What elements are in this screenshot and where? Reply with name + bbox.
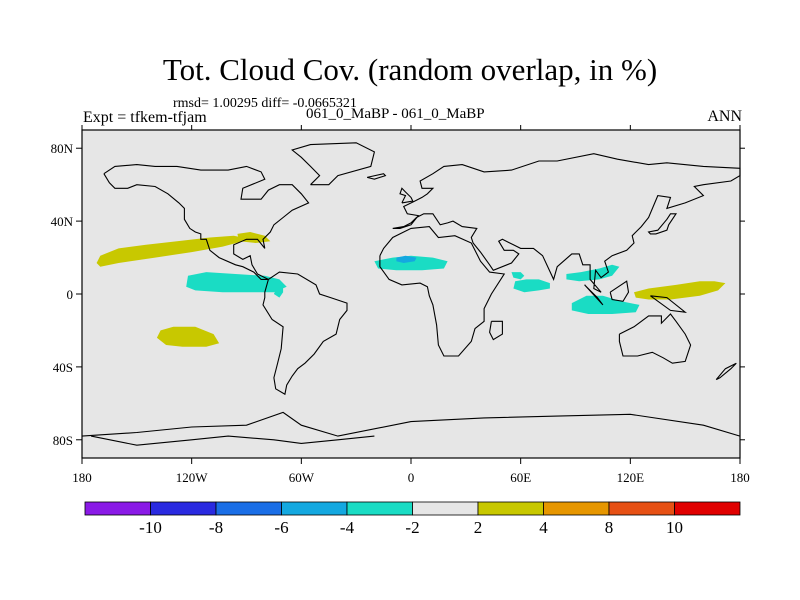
coastline-12: [650, 295, 688, 313]
coastline-9: [489, 320, 503, 341]
season-label: ANN: [707, 108, 742, 125]
coastline-14: [366, 173, 387, 180]
x-tick-label-6: 180: [730, 470, 750, 485]
anomaly-region-9: [513, 279, 550, 293]
colorbar-label-8: 10: [666, 518, 683, 537]
colorbar-swatch-8: [608, 501, 675, 516]
colorbar-label-2: -6: [274, 518, 288, 537]
y-tick-label-3: 40S: [53, 360, 73, 375]
anomaly-region-3: [634, 281, 726, 300]
coastline-5: [618, 313, 692, 364]
plot-area: [82, 130, 740, 458]
anomaly-regions: [96, 232, 726, 347]
plot-background: [82, 130, 740, 458]
colorbar-swatch-4: [346, 501, 413, 516]
coastline-11: [609, 280, 630, 302]
x-tick-label-1: 120W: [176, 470, 209, 485]
anomaly-region-0: [96, 235, 243, 267]
coastline-3: [392, 153, 741, 293]
coastlines: [81, 142, 741, 446]
coastline-10: [584, 284, 604, 306]
coastline-1: [262, 271, 348, 396]
axis-ticks: 180 120W 60W 0 60E 120E 180 80N 40N 0 40S 80S: [51, 125, 750, 485]
colorbar-swatch-9: [674, 501, 741, 516]
anomaly-region-7: [396, 255, 417, 263]
coastline-13: [715, 362, 737, 381]
experiment-label: Expt = tfkem-tfjam: [83, 109, 207, 126]
coastline-2: [291, 142, 376, 186]
coastline-8: [399, 187, 414, 204]
y-tick-label-2: 0: [67, 287, 74, 302]
colorbar-label-1: -8: [209, 518, 223, 537]
colorbar-label-3: -4: [340, 518, 355, 537]
x-tick-label-3: 0: [408, 470, 415, 485]
colorbar-label-5: 2: [474, 518, 483, 537]
anomaly-region-2: [156, 326, 220, 347]
x-tick-label-5: 120E: [617, 470, 645, 485]
coastline-7: [647, 213, 678, 235]
coastline-6: [81, 411, 741, 437]
colorbar-label-4: -2: [405, 518, 419, 537]
colorbar-label-6: 4: [539, 518, 548, 537]
case-label: 061_0_MaBP - 061_0_MaBP: [306, 106, 485, 122]
anomaly-region-10: [566, 264, 620, 282]
y-tick-label-0: 80N: [51, 141, 74, 156]
coastline-15: [90, 435, 375, 446]
colorbar-swatch-3: [281, 501, 348, 516]
colorbar-label-0: -10: [139, 518, 162, 537]
anomaly-region-8: [511, 272, 525, 280]
y-tick-label-4: 80S: [53, 433, 73, 448]
anomaly-region-5: [273, 284, 284, 298]
x-tick-label-2: 60W: [289, 470, 315, 485]
anomaly-region-6: [374, 255, 448, 271]
anomaly-region-4: [186, 272, 287, 293]
colorbar-label-7: 8: [605, 518, 614, 537]
y-tick-label-1: 40N: [51, 214, 74, 229]
chart-title: Tot. Cloud Cov. (random overlap, in %): [162, 52, 658, 87]
anomaly-region-11: [571, 295, 640, 314]
colorbar-swatch-6: [477, 501, 544, 516]
coastline-0: [103, 164, 310, 280]
x-tick-label-4: 60E: [510, 470, 531, 485]
colorbar-swatch-0: [84, 501, 151, 516]
colorbar-swatch-1: [150, 501, 217, 516]
colorbar: -10 -8 -6 -4 -2 2 4 8 10: [84, 501, 741, 537]
colorbar-swatch-7: [543, 501, 610, 516]
stats-label: rmsd= 1.00295 diff= -0.0665321: [173, 96, 357, 111]
colorbar-swatch-5: [412, 501, 479, 516]
coastline-4: [379, 226, 506, 357]
colorbar-swatch-2: [215, 501, 282, 516]
x-tick-label-0: 180: [72, 470, 92, 485]
